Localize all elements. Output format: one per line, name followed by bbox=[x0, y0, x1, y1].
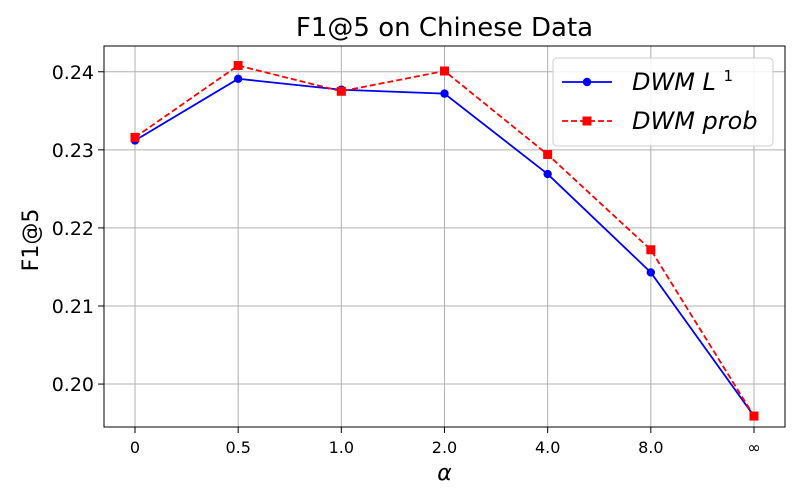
data-point-dwm-prob bbox=[646, 245, 656, 255]
y-tick-label: 0.21 bbox=[52, 296, 94, 318]
legend-marker-dwm-prob bbox=[582, 116, 592, 126]
x-tick-label: 2.0 bbox=[432, 438, 457, 457]
legend-superscript: 1 bbox=[724, 67, 734, 85]
y-tick-label: 0.24 bbox=[52, 62, 94, 84]
data-point-dwm-l bbox=[543, 169, 552, 179]
x-tick-label: ∞ bbox=[747, 438, 760, 457]
data-point-dwm-prob bbox=[543, 150, 553, 160]
y-axis-label: F1@5 bbox=[19, 209, 44, 272]
y-tick-label: 0.22 bbox=[52, 218, 94, 240]
y-tick-label: 0.20 bbox=[52, 374, 94, 396]
legend-label-dwm-l: DWM L 1 bbox=[632, 67, 733, 96]
x-tick-label: 4.0 bbox=[535, 438, 560, 457]
x-tick-label: 8.0 bbox=[638, 438, 663, 457]
data-point-dwm-prob bbox=[440, 66, 449, 76]
axes: 0 0.5 1.0 2.0 4.0 8.0 ∞ 0.20 0.21 0.22 0.23 0.24 bbox=[52, 62, 761, 457]
data-point-dwm-prob bbox=[233, 61, 243, 71]
legend-marker-dwm-l bbox=[582, 77, 592, 87]
legend: DWM L 1 DWM prob bbox=[552, 57, 774, 147]
x-tick-label: 0.5 bbox=[225, 438, 250, 457]
chart-title: F1@5 on Chinese Data bbox=[296, 13, 593, 43]
series-layer bbox=[130, 61, 759, 421]
x-tick-label: 1.0 bbox=[329, 438, 354, 457]
data-point-dwm-prob bbox=[749, 411, 759, 421]
data-point-dwm-prob bbox=[130, 132, 140, 142]
x-tick-label: 0 bbox=[130, 438, 140, 457]
legend-label-dwm-prob: DWM prob bbox=[632, 107, 758, 135]
y-tick-label: 0.23 bbox=[52, 140, 94, 162]
data-point-dwm-l bbox=[646, 268, 656, 277]
data-point-dwm-l bbox=[440, 89, 449, 98]
data-point-dwm-prob bbox=[336, 86, 346, 96]
data-point-dwm-l bbox=[233, 74, 243, 83]
legend-box bbox=[552, 57, 774, 147]
x-axis-label: α bbox=[437, 461, 452, 486]
